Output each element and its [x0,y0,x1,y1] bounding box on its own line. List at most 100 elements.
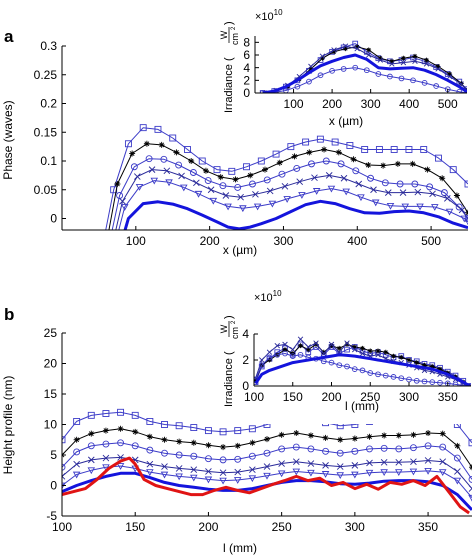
inset-b-series-1-point [398,355,404,360]
panel-b-series-1-point [161,436,168,443]
inset-a-ylabel-prefix: Irradiance ( [223,57,235,113]
panel-a-series-2-point [263,176,271,184]
panel-b-series-4-point [87,467,96,475]
inset-b-series-2-point [266,349,273,355]
inset-a-series-2-point [423,61,430,67]
panel-a-series-3-point [266,187,274,195]
inset-b-x-tick-label: 100 [244,390,264,404]
panel-a-series-2-point [396,180,404,188]
panel-b-series-4-point [190,474,198,482]
panel-a-y-tick-label: 0 [50,212,57,226]
inset-a-series-1-point [308,66,314,72]
inset-b-series-2-point [375,352,381,358]
inset-a-ylabel: Irradiance ( W cm 2 ) [219,21,240,113]
inset-a-x-tick-label: 400 [399,97,419,111]
panel-b-series-0-point [102,410,110,417]
inset-b-series-1-point [406,357,412,363]
panel-a-x-tick-label: 100 [126,234,146,248]
panel-b-series-1-point [293,430,300,437]
panel-b-ylabel: Height profile (nm) [1,376,15,475]
panel-b-series-2-point [102,440,110,448]
panel-b-series-1-point [439,430,446,437]
inset-a-series-3-line [262,67,467,93]
panel-b-series-1-point [425,430,432,437]
panel-a-series-0-point [449,166,457,174]
panel-b-series-2-point [146,446,154,454]
panel-b-series-3-point [146,460,154,468]
panel-a-series-0-point [331,138,339,146]
panel-b-series-0-point [204,427,212,435]
panel-b-series-4-point [453,477,462,485]
panel-b-series-2-point [292,443,300,451]
panel-a-series-1-point [335,149,342,156]
inset-a-series-2-point [389,61,395,67]
panel-b-series-3-point [62,473,66,480]
panel-a-series-1-point [439,175,446,182]
inset-a-series-1-point [366,47,372,53]
panel-b-series-2-point [409,444,417,452]
inset-b-series-3-point [266,354,273,361]
panel-b-series-4-point [248,475,257,483]
inset-a-series-1-point [354,44,360,50]
panel-a-series-0-point [287,143,295,151]
panel-b-series-0-point [219,428,227,436]
inset-b-series-4-line [254,353,471,386]
panel-b-series-1-point [205,442,212,449]
inset-b-series-3-point [336,362,343,369]
panel-a-series-2-point [175,161,183,169]
panel-a-series-2-point [352,167,360,175]
panel-a-series-3-point [281,182,289,190]
panel-a-series-1-point [158,141,165,148]
inset-b-ylabel-prefix: Irradiance ( [223,351,235,407]
panel-a-series-0-point [390,146,398,153]
panel-a-series-3-point [444,195,451,202]
panel-a-series-0-point [96,262,102,268]
panel-a-series-1-point [129,150,136,157]
panel-b-series-3-point [161,463,168,470]
panel-b-series-1-point [264,436,270,443]
inset-b-series-3-point [466,383,471,386]
panel-a-series-4-point [107,262,113,267]
panel-b-series-3-point [249,466,256,473]
panel-b-series-3-point [234,468,242,476]
inset-b-series-1-point [313,342,319,347]
inset-b-series-3-point [274,351,281,358]
panel-a-series-1-point [262,166,268,173]
panel-a-series-4-point [357,194,365,202]
inset-b-series-2-point [359,350,366,357]
panel-a-series-2-point [234,183,242,191]
panel-a-series-2-point [322,157,330,165]
inset-b-series-1-point [344,342,350,347]
inset-b-series-1-point [367,348,373,354]
panel-a-series-0-point [139,124,147,132]
inset-b-series-1-point [329,343,334,349]
panel-b-x-tick-label: 250 [272,520,292,534]
panel-b-series-1-point [88,430,95,437]
panel-b-y-tick-label: 10 [44,418,58,432]
inset-b-ylabel-num: W [219,324,229,333]
panel-b-series-2-point [204,455,212,463]
panel-b-series-4-point [321,471,330,478]
inset-a-series-2-point [308,63,314,70]
panel-a-series-3-point [148,166,156,173]
inset-b-series-2-point [290,346,296,353]
panel-a-x-tick-label: 500 [421,234,441,248]
inset-b-series-3-point [375,371,381,378]
panel-a-series-0-point [435,154,442,162]
inset-b-x-tick-label: 200 [321,390,341,404]
panel-a-series-1-point [350,156,357,163]
inset-a-x-tick-label: 500 [438,97,458,111]
inset-b-x-tick-label: 150 [283,390,303,404]
panel-a-series-2-point [411,180,419,188]
panel-a-y-tick-label: 0.25 [34,68,58,82]
panel-a-series-0-point [346,142,354,149]
panel-a-series-4-point [224,203,232,211]
inset-b-series-3-point [406,376,412,383]
panel-b-series-1-point [132,428,139,435]
panel-a-series-2-point [381,179,389,187]
inset-a-y-tick-label: 8 [243,36,250,50]
inset-b-x-tick-label: 300 [399,390,419,404]
panel-b-y-tick-label: 5 [50,448,57,462]
inset-a-series-2-point [446,73,453,80]
panel-b-series-3-point [410,458,417,466]
